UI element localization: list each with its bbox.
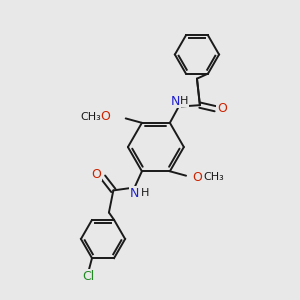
Text: H: H [141, 188, 149, 198]
Text: CH₃: CH₃ [80, 112, 101, 122]
Text: N: N [129, 187, 139, 200]
Text: O: O [92, 168, 101, 181]
Text: Cl: Cl [82, 270, 94, 283]
Text: H: H [180, 96, 189, 106]
Text: N: N [171, 95, 181, 108]
Text: O: O [100, 110, 110, 123]
Text: O: O [217, 102, 226, 115]
Text: O: O [193, 171, 202, 184]
Text: CH₃: CH₃ [204, 172, 224, 182]
